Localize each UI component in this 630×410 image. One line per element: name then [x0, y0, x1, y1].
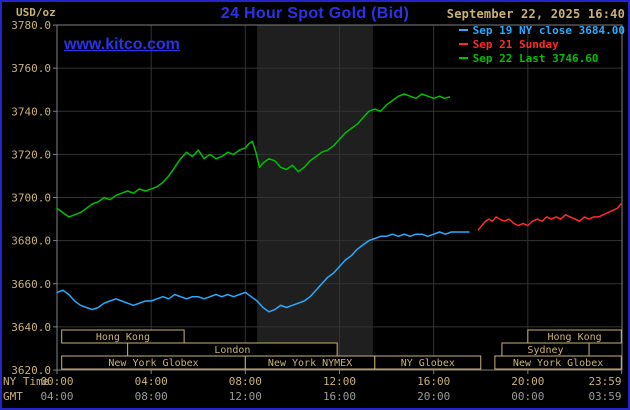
- y-axis-label: 3660.0: [11, 278, 51, 291]
- session-box: [494, 355, 622, 370]
- y-axis-label: 3720.0: [11, 148, 51, 161]
- x-axis-title-ny: NY Time: [3, 375, 49, 388]
- session-label: Hong Kong: [547, 332, 601, 343]
- x-axis-label-gmt: 12:00: [229, 390, 262, 403]
- session-label: Hong Kong: [96, 332, 150, 343]
- x-axis-label-gmt: 03:59: [588, 390, 621, 403]
- y-axis-label: 3760.0: [11, 62, 51, 75]
- chart-title: 24 Hour Spot Gold (Bid): [220, 5, 410, 22]
- legend: Sep 19 NY close 3684.00 Sep 21 Sunday Sep …: [458, 23, 625, 65]
- series-line-sep22-today: [56, 93, 451, 218]
- y-axis-label: 3740.0: [11, 105, 51, 118]
- session-label: New York Globex: [108, 358, 198, 369]
- datetime-label: September 22, 2025 16:40: [446, 7, 625, 21]
- y-axis-units-label: USD/oz: [16, 6, 56, 19]
- x-axis-label-ny: 20:00: [511, 375, 544, 388]
- session-label: Sydney: [527, 345, 563, 356]
- session-box: [374, 355, 482, 370]
- legend-label: Sep 22 Last 3746.60: [472, 51, 599, 65]
- legend-item: Sep 22 Last 3746.60: [458, 51, 625, 65]
- x-axis-label-gmt: 04:00: [40, 390, 73, 403]
- session-label: New York Globex: [513, 358, 603, 369]
- session-box: [61, 329, 185, 344]
- legend-label: Sep 19 NY close 3684.00: [472, 23, 625, 37]
- session-label: London: [214, 345, 250, 356]
- session-label: New York NYMEX: [268, 358, 352, 369]
- y-axis-label: 3620.0: [11, 364, 51, 377]
- legend-line-sample: [458, 43, 468, 45]
- x-axis-label-ny: 04:00: [135, 375, 168, 388]
- series-line-sep19-ny-close: [56, 231, 470, 313]
- y-axis-label: 3640.0: [11, 321, 51, 334]
- y-axis-label: 3700.0: [11, 192, 51, 205]
- legend-line-sample: [458, 29, 468, 31]
- x-axis-label-ny: 23:59: [588, 375, 621, 388]
- legend-item: Sep 21 Sunday: [458, 37, 625, 51]
- y-axis-label: 3680.0: [11, 235, 51, 248]
- x-axis-label-gmt: 20:00: [417, 390, 450, 403]
- kitco-watermark-link[interactable]: www.kitco.com: [64, 36, 180, 53]
- y-axis-label: 3780.0: [11, 19, 51, 32]
- legend-item: Sep 19 NY close 3684.00: [458, 23, 625, 37]
- x-axis-label-gmt: 08:00: [135, 390, 168, 403]
- legend-line-sample: [458, 57, 468, 59]
- x-axis-label-gmt: 16:00: [323, 390, 356, 403]
- x-axis-label-gmt: 00:00: [511, 390, 544, 403]
- x-axis-label-ny: 16:00: [417, 375, 450, 388]
- x-axis-label-ny: 12:00: [323, 375, 356, 388]
- session-label: NY Globex: [401, 358, 455, 369]
- series-line-sep21-sunday: [477, 203, 622, 231]
- x-axis-label-ny: 00:00: [40, 375, 73, 388]
- x-axis-label-ny: 08:00: [229, 375, 262, 388]
- x-axis-title-gmt: GMT: [3, 390, 23, 403]
- legend-label: Sep 21 Sunday: [472, 37, 559, 51]
